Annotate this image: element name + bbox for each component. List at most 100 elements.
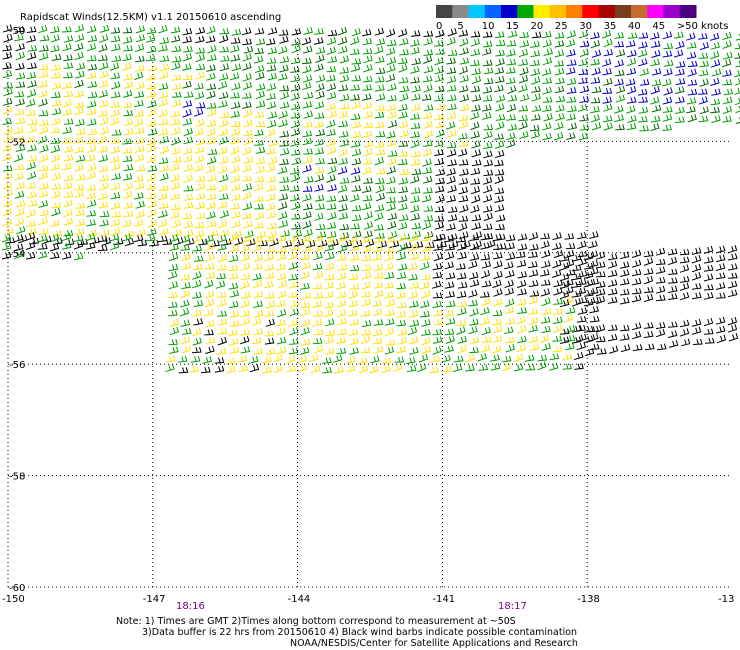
wind-barb [673,49,684,58]
wind-barb [289,327,299,336]
wind-barb [217,318,228,326]
wind-barb [205,320,215,327]
wind-barb [110,146,121,154]
wind-barb [434,139,444,148]
wind-barb [398,63,408,73]
wind-barb [266,101,277,110]
legend-swatch [484,5,502,18]
wind-barb [437,241,447,248]
wind-barb [158,91,169,99]
wind-barb [182,52,193,62]
wind-barb [336,254,347,261]
wind-barb [614,114,624,123]
wind-barb [482,104,492,112]
wind-barb [643,257,654,266]
wind-barb [363,148,373,157]
wind-barb [595,271,606,278]
wind-barb [75,70,85,79]
wind-barb [360,347,371,354]
wind-barb [205,164,216,174]
wind-barb [27,144,37,152]
wind-barb [337,166,348,175]
wind-barb [655,328,666,338]
wind-barb [194,229,205,238]
wind-barb [137,239,148,247]
legend-label: 5 [457,21,463,32]
wind-barb [583,271,594,279]
wind-barb [675,96,685,104]
wind-barb [716,334,727,344]
wind-barb [181,345,192,354]
wind-barb [679,256,690,264]
wind-barb [192,271,202,280]
wind-barb [374,156,384,166]
wind-barb [1,251,12,260]
wind-barb [326,46,336,55]
wind-barb [434,66,444,75]
wind-barb [470,31,481,38]
wind-barb [204,308,214,317]
wind-barb [351,204,362,212]
wind-barb [146,90,157,98]
wind-barb [348,299,358,308]
wind-barb [276,272,287,281]
wind-barb [243,119,253,128]
wind-barb [445,335,455,344]
wind-barb [386,64,396,73]
wind-barb [50,137,61,144]
wind-barb [147,218,157,228]
wind-barb [312,300,323,308]
wind-barb [206,83,217,91]
wind-barb [728,333,739,342]
wind-barb [231,220,241,229]
wind-barb [457,335,467,344]
wind-barb [277,73,288,81]
wind-barb [710,59,721,68]
wind-barb [204,263,215,270]
wind-barb [567,105,577,113]
wind-barb [2,24,13,33]
wind-barb [87,128,98,136]
wind-barb [375,56,385,64]
wind-barb [446,223,456,231]
wind-barb [469,234,480,241]
wind-barb [38,89,48,98]
wind-barb [86,137,96,145]
wind-barb [241,92,252,99]
wind-barb [240,280,250,290]
wind-barb [554,49,565,58]
wind-barb [360,236,370,243]
wind-barb [339,177,350,184]
wind-barb [111,227,121,237]
wind-barb [492,279,502,289]
wind-barb [255,90,265,100]
wind-barb [423,187,433,194]
wind-barb [495,223,505,231]
wind-barb [242,191,252,201]
wind-barb [667,285,678,293]
wind-barb [423,84,433,93]
wind-barb [134,110,144,118]
wind-barb [698,96,708,105]
wind-barb [255,83,266,91]
wind-barb [195,182,206,191]
wind-barb [351,185,362,192]
wind-barb [454,355,464,363]
wind-barb [300,271,310,280]
wind-barb [254,203,264,210]
wind-barb [565,39,576,48]
wind-barb [86,192,96,199]
wind-barb [206,128,216,137]
wind-barb [300,282,310,290]
wind-barb [111,55,122,62]
note-line-1: Note: 1) Times are GMT 2)Times along bot… [116,616,516,627]
wind-barb [446,148,457,158]
wind-barb [289,280,299,289]
wind-barb [122,219,132,228]
wind-barb [435,177,445,185]
wind-barb [528,316,539,325]
wind-barb [679,275,690,283]
wind-barb [528,308,538,315]
wind-barb [471,104,481,112]
wind-barb [339,139,350,147]
